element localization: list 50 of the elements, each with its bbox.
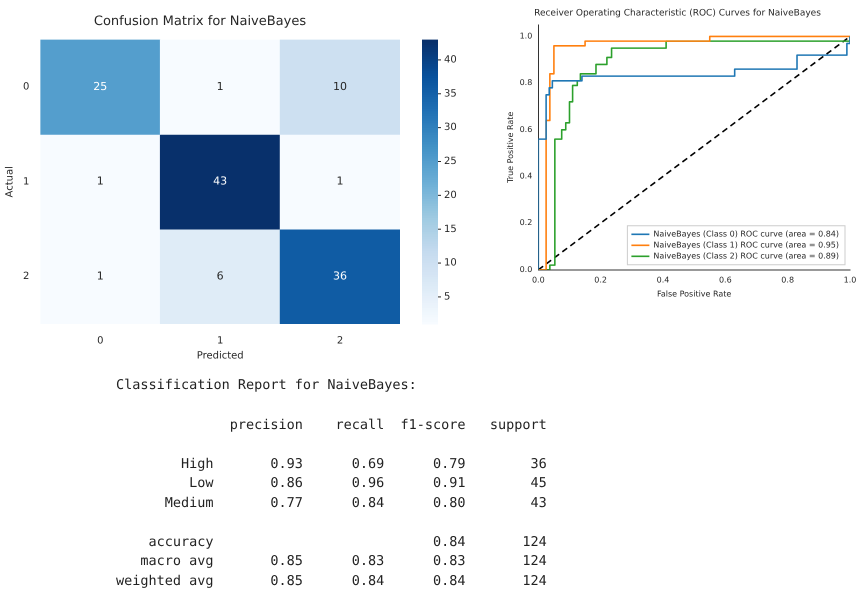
y-tick-label: 0.8	[520, 78, 532, 88]
color-bar-label: 25	[444, 156, 457, 168]
x-axis-title: False Positive Rate	[656, 289, 732, 298]
chart-title: Confusion Matrix for NaiveBayes	[94, 14, 306, 30]
x-tick-label: 1	[216, 336, 224, 347]
data-label: 43	[213, 174, 228, 188]
legend-label: NaiveBayes (Class 2) ROC curve (area = 0.89)	[653, 251, 840, 260]
text: Low 0.86 0.96 0.91 45	[188, 474, 548, 493]
y-tick-label: 1	[22, 176, 30, 188]
x-tick-label: 0.2	[594, 276, 608, 285]
x-tick-label: 0.0	[532, 276, 545, 285]
data-label: 25	[93, 80, 108, 93]
data-label: 6	[216, 269, 224, 282]
x-tick-label: 1.0	[844, 276, 856, 285]
text: High 0.93 0.69 0.79 36	[180, 454, 548, 474]
y-tick-label: 0.2	[520, 218, 532, 228]
color-bar-label: 30	[444, 122, 457, 134]
y-tick-label: 1.0	[520, 32, 532, 41]
data-label: 1	[216, 80, 224, 93]
x-tick-label: 0.8	[781, 276, 794, 285]
y-tick-label: 0.4	[520, 172, 532, 181]
text: macro avg 0.85 0.83 0.83 124	[139, 552, 548, 571]
y-tick-label: 0	[22, 82, 30, 93]
y-axis-title: Actual	[4, 166, 16, 198]
color-bar-label: 10	[444, 258, 457, 269]
x-tick-label: 0.4	[656, 276, 670, 285]
color-bar-label: 35	[444, 88, 457, 100]
text: precision recall f1-score support	[228, 416, 548, 434]
data-label: 1	[96, 174, 104, 188]
y-tick-label: 0.6	[520, 124, 532, 134]
data-label: 10	[333, 80, 348, 93]
legend-label: NaiveBayes (Class 1) ROC curve (area = 0.95)	[653, 240, 840, 250]
x-tick-label: 2	[336, 336, 344, 347]
legend-label: NaiveBayes (Class 0) ROC curve (area = 0.84)	[653, 229, 840, 238]
color-bar-label: 5	[444, 292, 450, 303]
color-bar-label: 20	[444, 190, 457, 201]
color-bar-label: 15	[444, 224, 457, 235]
text: Classification Report for NaiveBayes:	[116, 376, 418, 395]
color-bar-label: 40	[444, 54, 457, 66]
x-tick-label: 0.6	[718, 276, 732, 285]
text: accuracy 0.84 124	[148, 532, 548, 552]
chart-title: Receiver Operating Characteristic (ROC) Curves for NaiveBayes	[534, 8, 822, 19]
text: Medium 0.77 0.84 0.80 43	[164, 494, 548, 512]
y-tick-label: 0.0	[520, 264, 532, 274]
text: weighted avg 0.85 0.84 0.84 124	[116, 572, 548, 590]
x-axis-title: Predicted	[196, 350, 244, 362]
data-label: 36	[333, 269, 348, 282]
y-axis-title: True Positive Rate	[506, 112, 515, 184]
x-tick-label: 0	[97, 336, 104, 347]
data-label: 1	[336, 174, 344, 188]
